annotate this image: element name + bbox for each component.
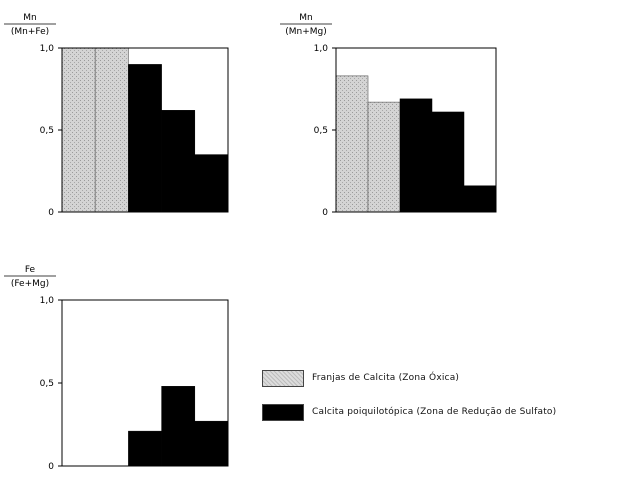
chart1-ylabel-numerator: Mn (23, 13, 36, 23)
legend-swatch-sulfate (262, 403, 304, 421)
chart3-ytick-label-2: 0,5 (40, 379, 54, 389)
chart1-ytick-label-3: 0 (48, 208, 54, 218)
chart1-bar-5 (194, 154, 229, 213)
chart1-ytick-label-2: 0,5 (40, 126, 54, 136)
chart3-ytick-label-3: 0 (48, 462, 54, 472)
legend-item-oxic: Franjas de Calcita (Zona Óxica) (262, 368, 617, 388)
chart3-ytick-label-1: 1,0 (40, 296, 55, 306)
chart1-bar-4 (161, 110, 196, 213)
chart3-bar-3 (128, 430, 162, 467)
chart2-bar-4 (431, 111, 465, 213)
chart2-ytick-label-3: 0 (322, 208, 328, 218)
chart3-ylabel-numerator: Fe (25, 265, 36, 275)
chart1-bar-1 (61, 47, 96, 213)
chart1-bar-2 (94, 47, 129, 213)
chart1-bar-3 (128, 64, 162, 213)
chart1-ylabel-denominator: (Mn+Fe) (11, 27, 49, 37)
chart2-bar-2 (367, 101, 401, 213)
chart2-ylabel-numerator: Mn (299, 13, 312, 23)
chart2-ytick-label-1: 1,0 (314, 44, 329, 54)
legend: Franjas de Calcita (Zona Óxica) Calcita … (262, 368, 617, 436)
chart1-ytick-label-1: 1,0 (40, 44, 55, 54)
chart3-ylabel-denominator: (Fe+Mg) (11, 279, 49, 289)
legend-swatch-oxic (262, 369, 304, 387)
legend-label-oxic: Franjas de Calcita (Zona Óxica) (312, 373, 460, 383)
chart3-bar-4 (161, 386, 196, 467)
chart2-ytick-label-2: 0,5 (314, 126, 328, 136)
legend-item-sulfate: Calcita poiquilotópica (Zona de Redução … (262, 402, 617, 422)
chart2-bar-5 (463, 185, 497, 213)
chart2-bar-1 (335, 75, 369, 213)
chart2-ylabel-denominator: (Mn+Mg) (285, 27, 327, 37)
chart3-bar-5 (194, 420, 229, 467)
chart2-bar-3 (399, 98, 433, 213)
legend-label-sulfate: Calcita poiquilotópica (Zona de Redução … (312, 407, 557, 417)
